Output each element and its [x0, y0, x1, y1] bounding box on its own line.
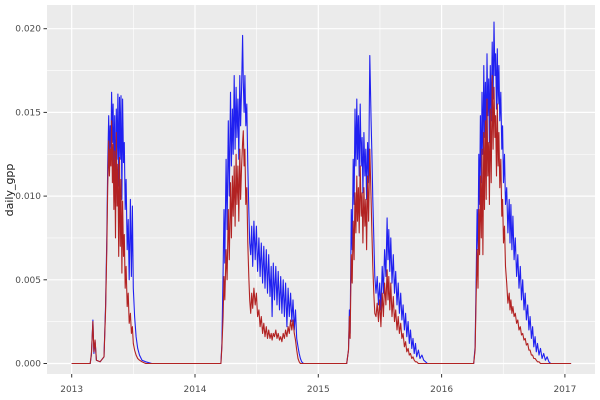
y-tick-label: 0.020	[15, 25, 41, 35]
x-tick-labels: 2013 2014 2015 2016 2017	[60, 385, 576, 395]
x-tick-label: 2014	[184, 385, 207, 395]
series-lines	[71, 21, 572, 365]
red-series-line	[71, 75, 572, 365]
y-tick-labels: 0.000 0.005 0.010 0.015 0.020	[15, 25, 41, 370]
gridlines-major	[47, 5, 595, 374]
y-axis-title: daily_gpp	[3, 164, 16, 217]
axis-tick-marks	[43, 28, 566, 378]
x-tick-label: 2016	[430, 385, 453, 395]
panel-background	[47, 5, 595, 374]
x-tick-label: 2013	[60, 385, 83, 395]
y-tick-label: 0.015	[15, 108, 41, 118]
blue-series-line	[71, 21, 572, 365]
y-tick-label: 0.000	[15, 360, 41, 370]
x-tick-label: 2017	[553, 385, 576, 395]
y-tick-label: 0.005	[15, 276, 41, 286]
y-tick-label: 0.010	[15, 192, 41, 202]
gridlines-minor	[47, 5, 595, 374]
x-tick-label: 2015	[307, 385, 330, 395]
